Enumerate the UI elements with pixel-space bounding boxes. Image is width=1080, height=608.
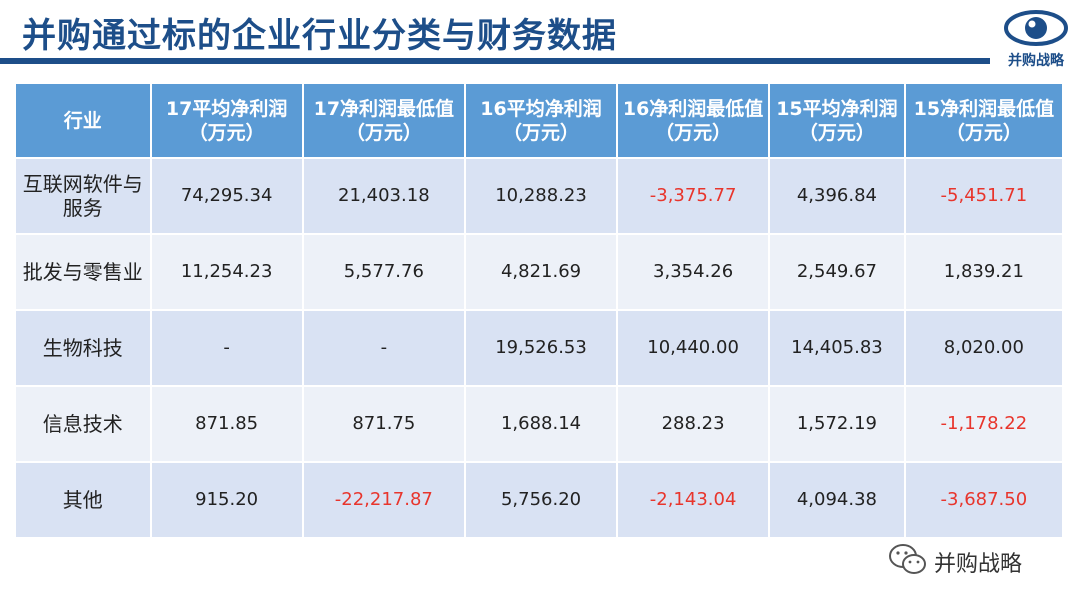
watermark-text: 并购战略 — [934, 552, 1023, 577]
column-header: 16净利润最低值（万元） — [618, 84, 769, 157]
value-cell: 1,688.14 — [466, 387, 617, 461]
page-title: 并购通过标的企业行业分类与财务数据 — [22, 16, 617, 56]
value-cell: 1,839.21 — [905, 235, 1062, 309]
column-header: 行业 — [16, 84, 150, 157]
value-cell: 8,020.00 — [905, 311, 1062, 385]
value-cell: 4,396.84 — [770, 159, 904, 233]
value-cell: 871.75 — [303, 387, 464, 461]
industry-cell: 其他 — [16, 463, 150, 537]
industry-cell: 互联网软件与服务 — [16, 159, 150, 233]
logo-text: 并购战略 — [1008, 53, 1064, 69]
column-header: 15净利润最低值（万元） — [905, 84, 1062, 157]
table-row: 批发与零售业 11,254.23 5,577.76 4,821.69 3,354… — [16, 235, 1062, 309]
value-cell: 74,295.34 — [151, 159, 302, 233]
value-cell: 19,526.53 — [466, 311, 617, 385]
value-cell: 21,403.18 — [303, 159, 464, 233]
value-cell: -5,451.71 — [905, 159, 1062, 233]
value-cell: 10,440.00 — [618, 311, 769, 385]
column-header: 16平均净利润（万元） — [466, 84, 617, 157]
value-cell: -3,375.77 — [618, 159, 769, 233]
column-header: 17平均净利润（万元） — [151, 84, 302, 157]
value-cell: 4,094.38 — [770, 463, 904, 537]
column-header: 15平均净利润（万元） — [770, 84, 904, 157]
value-cell: 871.85 — [151, 387, 302, 461]
value-cell: 288.23 — [618, 387, 769, 461]
value-cell: -1,178.22 — [905, 387, 1062, 461]
brand-logo: 并购战略 — [1000, 6, 1072, 70]
table-row: 其他 915.20 -22,217.87 5,756.20 -2,143.04 … — [16, 463, 1062, 537]
industry-cell: 批发与零售业 — [16, 235, 150, 309]
value-cell: 11,254.23 — [151, 235, 302, 309]
value-cell: 915.20 — [151, 463, 302, 537]
table-header-row: 行业 17平均净利润（万元） 17净利润最低值（万元） 16平均净利润（万元） … — [16, 84, 1062, 157]
wechat-icon — [889, 544, 926, 574]
value-cell: 4,821.69 — [466, 235, 617, 309]
value-cell: -3,687.50 — [905, 463, 1062, 537]
value-cell: - — [151, 311, 302, 385]
eye-icon — [1004, 10, 1068, 46]
table-row: 信息技术 871.85 871.75 1,688.14 288.23 1,572… — [16, 387, 1062, 461]
value-cell: 3,354.26 — [618, 235, 769, 309]
value-cell: - — [303, 311, 464, 385]
industry-cell: 生物科技 — [16, 311, 150, 385]
column-header: 17净利润最低值（万元） — [303, 84, 464, 157]
industry-cell: 信息技术 — [16, 387, 150, 461]
title-underline — [0, 58, 990, 64]
value-cell: 14,405.83 — [770, 311, 904, 385]
table-row: 生物科技 - - 19,526.53 10,440.00 14,405.83 8… — [16, 311, 1062, 385]
value-cell: 5,577.76 — [303, 235, 464, 309]
value-cell: 1,572.19 — [770, 387, 904, 461]
value-cell: 2,549.67 — [770, 235, 904, 309]
value-cell: -2,143.04 — [618, 463, 769, 537]
financial-table: 行业 17平均净利润（万元） 17净利润最低值（万元） 16平均净利润（万元） … — [14, 82, 1064, 539]
value-cell: -22,217.87 — [303, 463, 464, 537]
value-cell: 5,756.20 — [466, 463, 617, 537]
table-row: 互联网软件与服务 74,295.34 21,403.18 10,288.23 -… — [16, 159, 1062, 233]
wechat-watermark: 并购战略 — [888, 540, 1068, 580]
value-cell: 10,288.23 — [466, 159, 617, 233]
